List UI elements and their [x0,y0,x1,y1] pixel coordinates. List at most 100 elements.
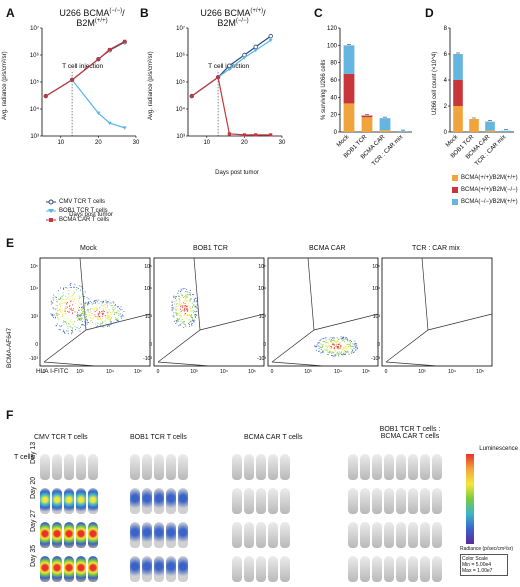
event-dot [315,349,317,351]
mouse-image [244,522,254,548]
event-dot [58,313,60,315]
event-dot [337,351,339,353]
event-dot [336,346,338,348]
event-dot [174,296,176,298]
event-dot [336,344,338,346]
panel-b-title: U266 BCMA(+/+)/ B2M(−/−) [200,8,266,28]
event-dot [82,306,84,308]
event-dot [350,345,352,347]
event-dot [107,318,109,320]
event-dot [93,316,95,318]
mouse-image [256,522,266,548]
event-dot [197,307,199,308]
event-dot [81,306,83,308]
event-dot [188,314,190,316]
event-dot [75,329,77,331]
event-dot [171,310,173,312]
event-dot [78,295,80,297]
series-line-2 [191,76,271,136]
flow-title-car: BCMA CAR [309,245,346,252]
event-dot [195,314,197,316]
event-dot [94,300,96,302]
event-dot [190,321,192,323]
event-dot [109,319,111,321]
event-dot [57,301,58,303]
event-dot [178,308,180,310]
event-dot [314,345,315,347]
event-dot [328,352,330,354]
event-dot [332,340,334,342]
event-dot [86,323,88,325]
event-dot [173,312,175,314]
mouse-image [280,522,290,548]
event-dot [190,298,192,300]
event-dot [174,303,176,305]
plot-frame [267,257,379,367]
event-dot [190,307,192,309]
event-dot [112,306,114,308]
event-dot [66,323,67,325]
y-tick-label: 0 [149,342,152,348]
event-dot [185,305,187,307]
event-dot [318,345,320,347]
event-dot [91,318,93,320]
event-dot [175,297,176,299]
event-dot [106,301,108,303]
data-point [268,33,273,39]
event-dot [186,308,188,310]
event-dot [176,315,178,317]
event-dot [98,318,100,320]
event-dot [60,308,62,310]
event-dot [332,350,334,352]
event-dot [332,338,334,340]
event-dot [194,315,196,317]
data-point [253,44,258,50]
event-dot [324,341,326,342]
event-dot [87,304,89,306]
event-dot [341,337,343,339]
event-dot [191,302,193,304]
event-dot [190,308,192,310]
event-dot [104,315,106,317]
event-dot [74,298,75,300]
mouse-image [64,488,74,514]
mouse-image [178,556,188,582]
event-dot [179,300,181,301]
event-dot [338,349,340,351]
event-dot [72,331,74,333]
event-dot [66,298,68,300]
event-dot [172,301,174,303]
event-dot [87,312,89,314]
event-dot [62,288,64,290]
event-dot [187,291,189,293]
event-dot [327,349,329,351]
event-dot [77,311,79,313]
event-dot [181,305,183,307]
event-dot [348,340,350,342]
mouse-image [244,454,254,480]
event-dot [110,314,112,315]
mouse-image [256,454,266,480]
mouse-image [244,556,254,582]
mouse-image [88,454,98,480]
bar-segment [343,73,355,104]
event-dot [176,296,177,298]
x-tick-label: 10 [203,140,210,146]
event-dot [185,305,187,306]
event-dot [355,349,357,351]
event-dot [194,297,196,299]
event-dot [328,346,330,348]
event-dot [83,307,85,309]
scale-min: Min = 5.00e4 [462,562,492,568]
event-dot [345,337,347,339]
event-dot [352,350,354,352]
event-dot [103,305,105,307]
panel-label-d: D [425,6,434,20]
event-dot [191,306,193,307]
event-dot [114,322,116,324]
event-dot [70,308,72,310]
y-tick-label: 10⁶ [176,52,186,59]
y-tick-label: 8 [444,26,448,32]
event-dot [97,322,99,324]
event-dot [186,307,188,309]
